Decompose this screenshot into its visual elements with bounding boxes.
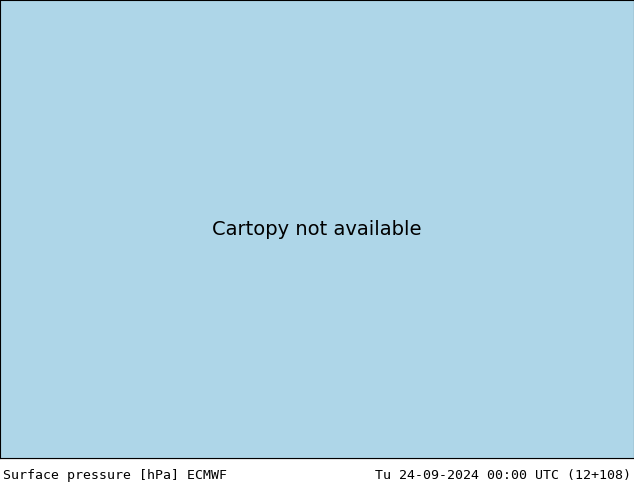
Text: Cartopy not available: Cartopy not available xyxy=(212,220,422,239)
Text: Surface pressure [hPa] ECMWF: Surface pressure [hPa] ECMWF xyxy=(3,469,227,482)
Text: Tu 24-09-2024 00:00 UTC (12+108): Tu 24-09-2024 00:00 UTC (12+108) xyxy=(375,469,631,482)
